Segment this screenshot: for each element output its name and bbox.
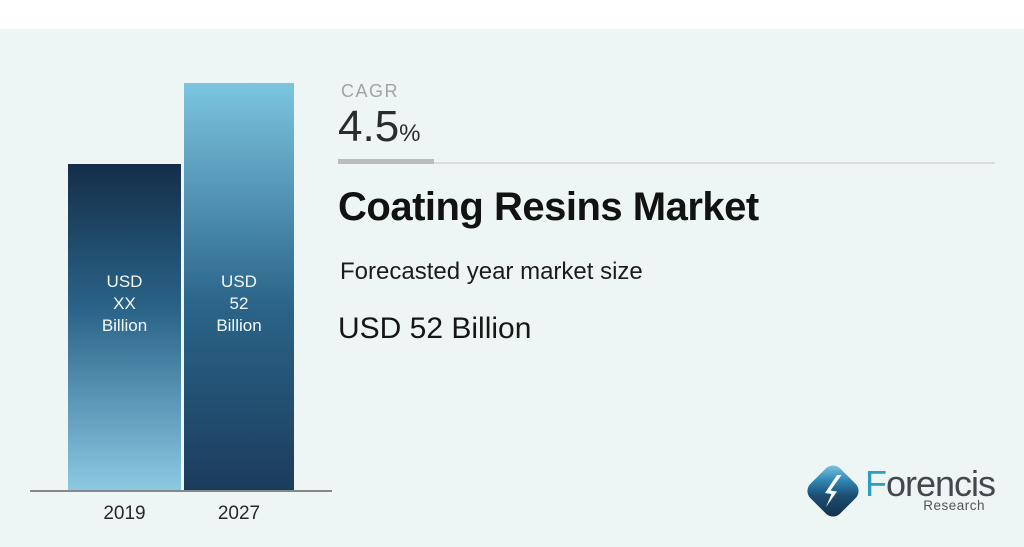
cagr-percent-sign: % <box>399 120 421 147</box>
divider-thick-segment <box>338 159 434 164</box>
x-tick-2027: 2027 <box>217 503 261 524</box>
cagr-value-number: 4.5 <box>338 102 400 151</box>
logo-wordmark: Forencis <box>865 463 996 505</box>
bar-2027-label-line2: 52 <box>229 294 249 313</box>
bar-2019-label-line3: Billion <box>101 316 148 335</box>
bar-2019-label-line2: XX <box>113 294 136 313</box>
forencis-research-logo: Forencis Research <box>803 460 996 522</box>
bar-2027-label-line1: USD <box>221 272 257 291</box>
bar-2019-label-line1: USD <box>106 272 143 291</box>
cagr-label: CAGR <box>341 81 400 101</box>
divider-thin-line <box>338 162 995 164</box>
bar-2027-label-line3: Billion <box>216 316 262 335</box>
x-axis-line <box>30 490 332 492</box>
subtitle: Forecasted year market size <box>340 258 643 285</box>
top-white-strip <box>0 0 1024 29</box>
bar-2019 <box>68 164 181 490</box>
bar-2027-value-label: USD 52 Billion <box>184 271 294 337</box>
page-title: Coating Resins Market <box>338 185 759 229</box>
bar-2019-value-label: USD XX Billion <box>68 271 181 337</box>
logo-subtext: Research <box>923 498 985 513</box>
x-tick-2019: 2019 <box>103 503 146 524</box>
cagr-value: 4.5% <box>338 102 421 152</box>
infographic-canvas: USD XX Billion USD 52 Billion 2019 2027 … <box>0 29 1024 547</box>
logo-letter-f: F <box>865 463 887 504</box>
forecast-value-text: USD 52 Billion <box>338 312 532 345</box>
logo-name-rest: orencis <box>886 463 996 504</box>
bar-2027 <box>184 83 294 490</box>
forencis-diamond-bolt-icon <box>807 465 859 517</box>
